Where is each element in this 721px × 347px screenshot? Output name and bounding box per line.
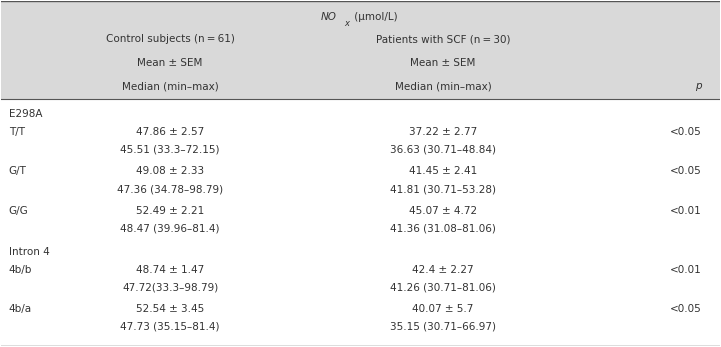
Text: 52.54 ± 3.45: 52.54 ± 3.45 — [136, 304, 204, 314]
Text: 52.49 ± 2.21: 52.49 ± 2.21 — [136, 206, 204, 216]
Text: 47.72(33.3–98.79): 47.72(33.3–98.79) — [122, 282, 218, 293]
Text: 48.74 ± 1.47: 48.74 ± 1.47 — [136, 265, 204, 275]
Text: Mean ± SEM: Mean ± SEM — [410, 58, 476, 68]
Text: G/T: G/T — [9, 166, 27, 176]
Text: <0.05: <0.05 — [670, 166, 702, 176]
Text: (μmol/L): (μmol/L) — [351, 11, 398, 22]
Text: Median (min–max): Median (min–max) — [122, 81, 218, 91]
Text: 4b/b: 4b/b — [9, 265, 32, 275]
Text: 47.36 (34.78–98.79): 47.36 (34.78–98.79) — [117, 184, 224, 194]
Text: 41.26 (30.71–81.06): 41.26 (30.71–81.06) — [390, 282, 496, 293]
Text: E298A: E298A — [9, 109, 42, 119]
Text: 41.81 (30.71–53.28): 41.81 (30.71–53.28) — [390, 184, 496, 194]
Text: 45.51 (33.3–72.15): 45.51 (33.3–72.15) — [120, 145, 220, 155]
Bar — [1, 1, 720, 100]
Text: x: x — [345, 19, 350, 28]
Text: Mean ± SEM: Mean ± SEM — [138, 58, 203, 68]
Text: 35.15 (30.71–66.97): 35.15 (30.71–66.97) — [390, 322, 496, 332]
Text: 36.63 (30.71–48.84): 36.63 (30.71–48.84) — [390, 145, 496, 155]
Text: 41.45 ± 2.41: 41.45 ± 2.41 — [409, 166, 477, 176]
Text: 42.4 ± 2.27: 42.4 ± 2.27 — [412, 265, 474, 275]
Text: G/G: G/G — [9, 206, 28, 216]
Text: 4b/a: 4b/a — [9, 304, 32, 314]
Text: <0.05: <0.05 — [670, 304, 702, 314]
Text: 47.73 (35.15–81.4): 47.73 (35.15–81.4) — [120, 322, 220, 332]
Text: T/T: T/T — [9, 127, 25, 137]
Text: p: p — [695, 81, 702, 91]
Text: 47.86 ± 2.57: 47.86 ± 2.57 — [136, 127, 204, 137]
Text: <0.01: <0.01 — [670, 206, 702, 216]
Text: 40.07 ± 5.7: 40.07 ± 5.7 — [412, 304, 474, 314]
Text: Median (min–max): Median (min–max) — [394, 81, 492, 91]
Text: 41.36 (31.08–81.06): 41.36 (31.08–81.06) — [390, 223, 496, 234]
Text: 37.22 ± 2.77: 37.22 ± 2.77 — [409, 127, 477, 137]
Text: NO: NO — [321, 11, 337, 22]
Text: 48.47 (39.96–81.4): 48.47 (39.96–81.4) — [120, 223, 220, 234]
Text: Intron 4: Intron 4 — [9, 247, 49, 257]
Text: <0.05: <0.05 — [670, 127, 702, 137]
Text: Control subjects (n = 61): Control subjects (n = 61) — [106, 34, 234, 44]
Text: Patients with SCF (n = 30): Patients with SCF (n = 30) — [376, 34, 510, 44]
Text: <0.01: <0.01 — [670, 265, 702, 275]
Text: 49.08 ± 2.33: 49.08 ± 2.33 — [136, 166, 204, 176]
Text: 45.07 ± 4.72: 45.07 ± 4.72 — [409, 206, 477, 216]
